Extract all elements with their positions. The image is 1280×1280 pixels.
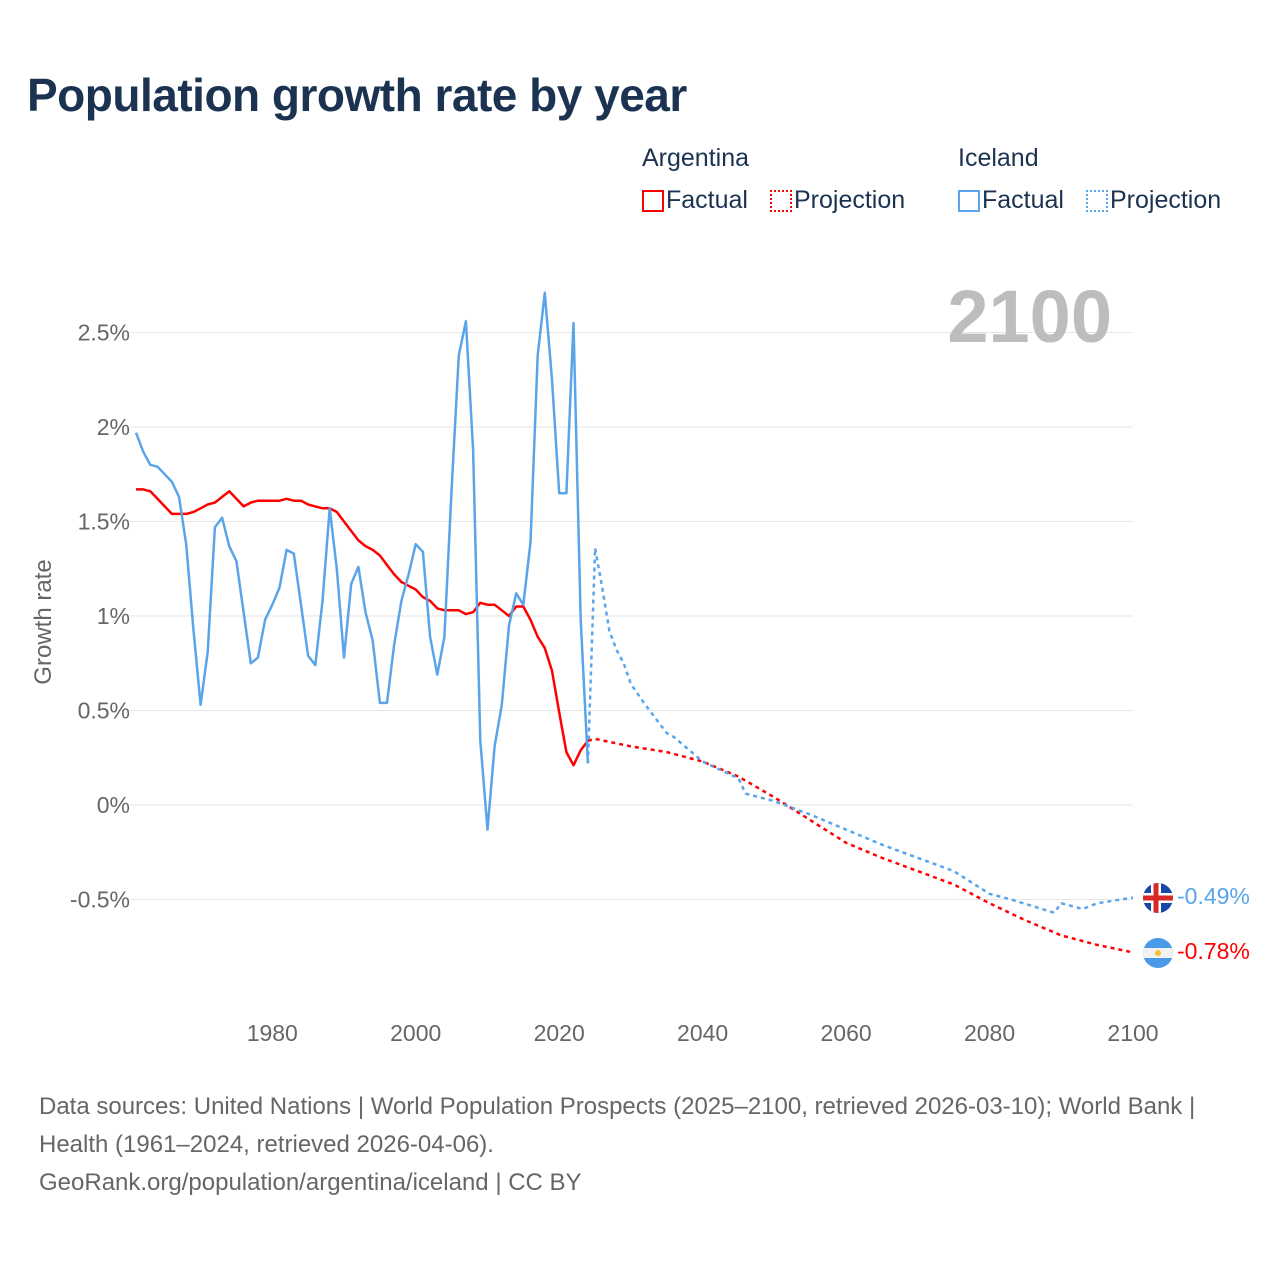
x-tick-label: 2040	[677, 1020, 728, 1046]
y-tick-label: 1%	[97, 603, 130, 629]
legend-iceland-factual[interactable]: Factual	[958, 186, 1064, 215]
argentina-projection-line	[587, 737, 1134, 954]
footer: Data sources: United Nations | World Pop…	[39, 1088, 1239, 1202]
legend-argentina: Argentina Factual Projection	[642, 144, 921, 215]
iceland-end-label: -0.49%	[1177, 883, 1250, 909]
credit-link[interactable]: GeoRank.org/population/argentina/iceland…	[39, 1169, 582, 1196]
legend-swatch-dotted	[1085, 189, 1108, 212]
legend-swatch-dotted	[769, 189, 792, 212]
iceland-projection-line	[586, 546, 1134, 914]
x-tick-label: 2100	[1107, 1020, 1158, 1046]
y-tick-label: 0%	[97, 792, 130, 818]
legend-iceland: Iceland Factual Projection	[958, 144, 1237, 215]
chart-title: Population growth rate by year	[27, 69, 687, 121]
legend-label: Projection	[1109, 186, 1222, 214]
y-tick-label: 2.5%	[78, 320, 130, 346]
iceland-flag-icon	[1143, 883, 1173, 913]
legend-label: Factual	[666, 186, 748, 214]
x-tick-label: 2020	[534, 1020, 585, 1046]
y-tick-label: 2%	[97, 414, 130, 440]
x-tick-label: 2000	[390, 1020, 441, 1046]
x-tick-label: 2080	[964, 1020, 1015, 1046]
y-axis-label: Growth rate	[30, 559, 57, 684]
legend-iceland-projection[interactable]: Projection	[1085, 186, 1222, 215]
legend-group-name: Iceland	[958, 144, 1039, 172]
y-tick-label: 0.5%	[78, 698, 130, 724]
legend-argentina-factual[interactable]: Factual	[642, 186, 748, 215]
argentina-flag-icon	[1143, 938, 1173, 968]
legend-group-name: Argentina	[642, 144, 750, 172]
iceland-factual-line	[134, 291, 590, 831]
y-tick-label: 1.5%	[78, 509, 130, 535]
legend-swatch-solid	[642, 189, 664, 212]
y-tick-label: -0.5%	[70, 887, 130, 913]
legend-label: Factual	[982, 186, 1064, 214]
legend-label: Projection	[793, 186, 906, 214]
x-tick-label: 2060	[821, 1020, 872, 1046]
year-watermark: 2100	[947, 275, 1112, 358]
argentina-end-label: -0.78%	[1177, 938, 1250, 964]
argentina-factual-line	[136, 488, 589, 767]
data-sources: Data sources: United Nations | World Pop…	[39, 1093, 1196, 1158]
legend-swatch-solid	[958, 189, 980, 212]
x-tick-label: 1980	[247, 1020, 298, 1046]
legend-argentina-projection[interactable]: Projection	[769, 186, 906, 215]
